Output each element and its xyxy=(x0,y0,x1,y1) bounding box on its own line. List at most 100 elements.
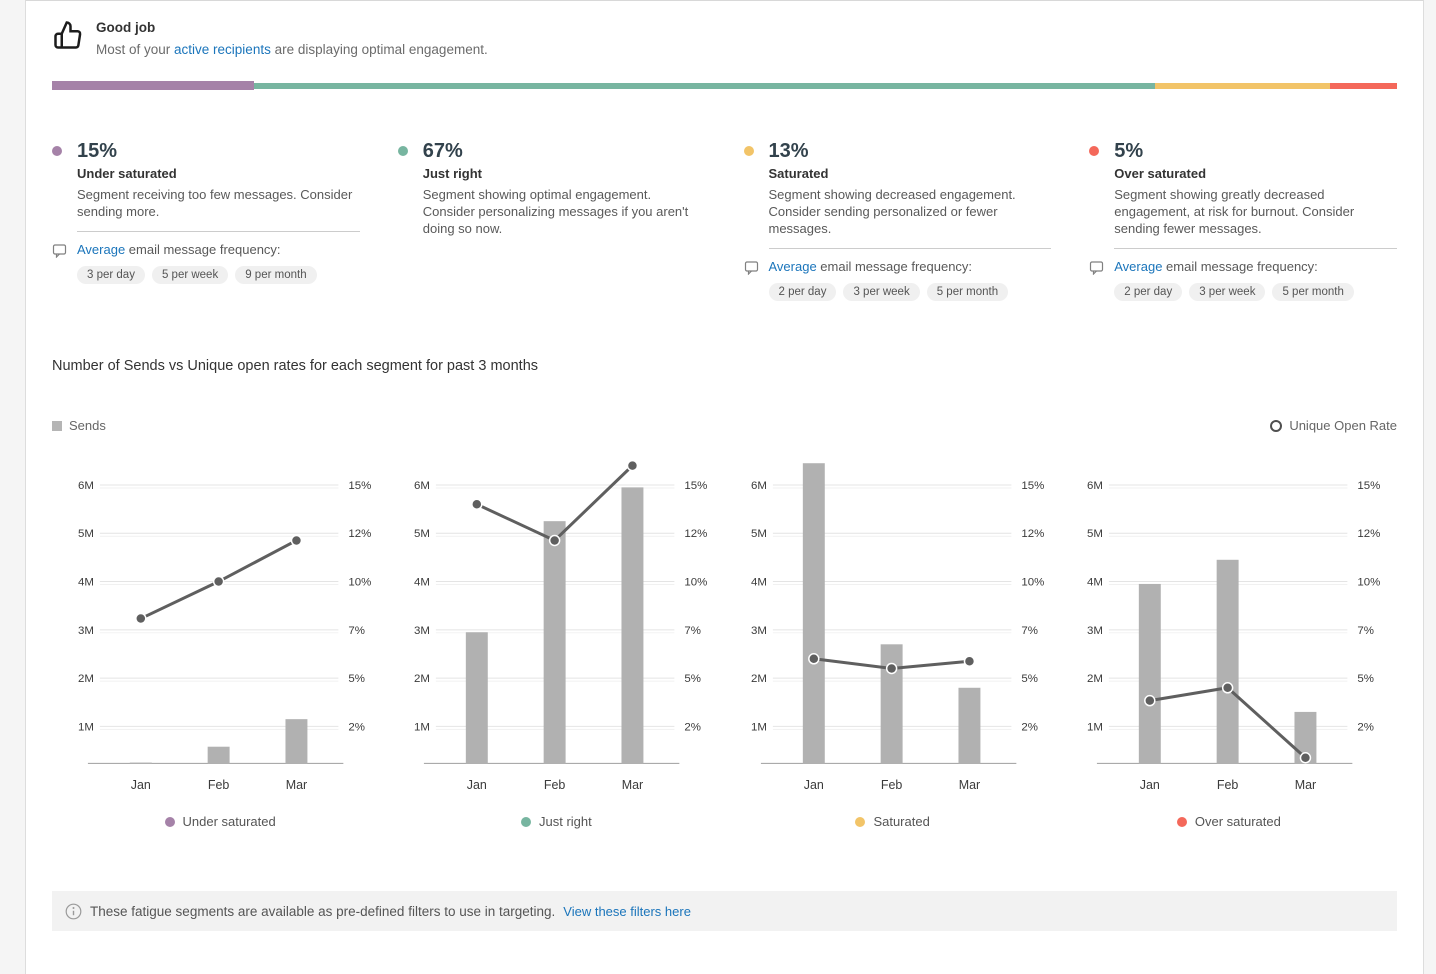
chart-caption: Under saturated xyxy=(52,814,388,829)
svg-text:5%: 5% xyxy=(1021,673,1038,685)
svg-text:12%: 12% xyxy=(685,528,708,540)
svg-text:6M: 6M xyxy=(414,480,430,492)
view-filters-link[interactable]: View these filters here xyxy=(563,903,691,919)
open-rate-legend-label: Unique Open Rate xyxy=(1289,418,1397,433)
chart-canvas[interactable]: 6M 5M 4M 3M 2M 1M 15% 12% 10% 7% 5% 2% Jan Feb Mar xyxy=(388,459,724,808)
info-circle-icon xyxy=(65,903,82,920)
frequency-pill: 5 per month xyxy=(926,283,1009,301)
chart-under-saturated: 6M 5M 4M 3M 2M 1M 15% 12% 10% 7% 5% 2% Jan Feb Mar Und… xyxy=(52,461,388,829)
page-subtitle: Most of your active recipients are displ… xyxy=(96,42,488,57)
segment-cards: 15% Under saturated Segment receiving to… xyxy=(52,140,1397,302)
svg-text:10%: 10% xyxy=(1357,577,1380,589)
segment-title: Just right xyxy=(422,166,482,181)
svg-text:1M: 1M xyxy=(78,721,94,733)
frequency-pill: 3 per week xyxy=(1189,283,1266,301)
segment-dot xyxy=(52,146,62,156)
frequency-pills: 3 per day 5 per week 9 per month xyxy=(77,266,360,284)
frequency-pills: 2 per day 3 per week 5 per month xyxy=(1114,283,1397,301)
segment-card-under-saturated: 15% Under saturated Segment receiving to… xyxy=(52,140,360,302)
svg-text:Mar: Mar xyxy=(1294,778,1315,792)
svg-text:5%: 5% xyxy=(1357,673,1374,685)
svg-text:6M: 6M xyxy=(78,480,94,492)
svg-text:5M: 5M xyxy=(78,528,94,540)
segment-percent: 15% xyxy=(77,140,118,162)
caption-label: Under saturated xyxy=(182,814,276,830)
segment-percent: 67% xyxy=(422,140,463,162)
frequency-pill: 9 per month xyxy=(235,266,317,284)
average-link[interactable]: Average xyxy=(77,242,126,257)
svg-text:2%: 2% xyxy=(685,721,702,733)
svg-text:Feb: Feb xyxy=(208,778,230,792)
svg-text:Mar: Mar xyxy=(286,778,307,792)
svg-text:Feb: Feb xyxy=(880,778,902,792)
donut-marker-icon xyxy=(1270,419,1283,432)
subtitle-text: Most of your xyxy=(96,42,175,57)
frequency-pill: 5 per week xyxy=(151,266,229,284)
square-swatch-icon xyxy=(52,420,62,431)
svg-text:2M: 2M xyxy=(414,673,430,685)
svg-text:2%: 2% xyxy=(1357,721,1374,733)
svg-text:2M: 2M xyxy=(78,673,94,685)
caption-label: Just right xyxy=(539,814,592,830)
header: Good job Most of your active recipients … xyxy=(52,1,1397,57)
svg-text:1M: 1M xyxy=(1087,721,1103,733)
chart-just-right: 6M 5M 4M 3M 2M 1M 15% 12% 10% 7% 5% 2% Jan Feb Mar Jus… xyxy=(388,459,724,830)
chart-saturated: 6M 5M 4M 3M 2M 1M 15% 12% 10% 7% 5% 2% Jan Feb Mar Sat… xyxy=(725,461,1061,829)
dashboard-panel: Good job Most of your active recipients … xyxy=(25,0,1424,974)
distribution-bar xyxy=(52,81,1397,90)
segment-title: Over saturated xyxy=(1114,166,1207,181)
frequency-row: Average email message frequency: xyxy=(744,259,1052,276)
svg-text:5M: 5M xyxy=(1087,528,1103,540)
average-link[interactable]: Average xyxy=(1114,259,1163,274)
svg-text:Jan: Jan xyxy=(131,778,151,792)
frequency-label: email message frequency: xyxy=(125,242,281,257)
svg-text:5%: 5% xyxy=(348,673,365,685)
sends-legend-label: Sends xyxy=(69,418,106,433)
caption-dot xyxy=(521,816,531,827)
distribution-segment xyxy=(1329,82,1397,89)
frequency-pill: 3 per week xyxy=(843,283,920,301)
segment-dot xyxy=(1089,146,1100,156)
svg-text:3M: 3M xyxy=(1087,625,1103,637)
svg-text:2M: 2M xyxy=(750,673,766,685)
svg-text:15%: 15% xyxy=(1357,480,1380,492)
svg-text:10%: 10% xyxy=(1021,577,1044,589)
svg-text:4M: 4M xyxy=(78,577,94,589)
svg-text:4M: 4M xyxy=(414,577,430,589)
svg-text:Feb: Feb xyxy=(1217,778,1239,792)
segment-description: Segment showing greatly decreased engage… xyxy=(1114,186,1397,249)
chart-canvas[interactable]: 6M 5M 4M 3M 2M 1M 15% 12% 10% 7% 5% 2% Jan Feb Mar xyxy=(725,461,1061,808)
segment-title: Saturated xyxy=(768,166,829,181)
chart-canvas[interactable]: 6M 5M 4M 3M 2M 1M 15% 12% 10% 7% 5% 2% Jan Feb Mar xyxy=(1061,461,1397,808)
footer-bar: These fatigue segments are available as … xyxy=(52,891,1397,932)
segment-description: Segment showing optimal engagement. Cons… xyxy=(422,187,689,236)
svg-text:Jan: Jan xyxy=(467,778,487,792)
svg-text:7%: 7% xyxy=(1021,625,1038,637)
sends-legend: Sends xyxy=(52,418,106,433)
chart-section-title: Number of Sends vs Unique open rates for… xyxy=(52,358,539,374)
svg-text:10%: 10% xyxy=(348,577,371,589)
chart-legend-row: Sends Unique Open Rate xyxy=(52,418,1397,433)
frequency-pills: 2 per day 3 per week 5 per month xyxy=(768,283,1052,301)
svg-text:1M: 1M xyxy=(750,721,766,733)
segment-dot xyxy=(397,146,408,156)
segment-card-saturated: 13% Saturated Segment showing decreased … xyxy=(743,140,1052,302)
active-recipients-link[interactable]: active recipients xyxy=(174,42,271,57)
chart-caption: Saturated xyxy=(725,814,1061,829)
chart-over-saturated: 6M 5M 4M 3M 2M 1M 15% 12% 10% 7% 5% 2% Jan Feb Mar Ove… xyxy=(1061,461,1397,829)
svg-text:Jan: Jan xyxy=(803,778,823,792)
average-link[interactable]: Average xyxy=(768,259,817,274)
speech-bubble-icon xyxy=(52,243,67,261)
svg-text:Mar: Mar xyxy=(622,778,643,792)
subtitle-text: are displaying optimal engagement. xyxy=(270,42,488,57)
svg-text:12%: 12% xyxy=(348,528,371,540)
frequency-row: Average email message frequency: xyxy=(52,242,360,259)
segment-dot xyxy=(743,146,754,156)
thumbs-up-icon xyxy=(52,18,84,50)
frequency-pill: 3 per day xyxy=(77,266,145,284)
segment-percent: 5% xyxy=(1114,140,1144,162)
svg-text:3M: 3M xyxy=(78,625,94,637)
open-rate-legend: Unique Open Rate xyxy=(1270,418,1397,433)
chart-canvas[interactable]: 6M 5M 4M 3M 2M 1M 15% 12% 10% 7% 5% 2% Jan Feb Mar xyxy=(52,461,388,808)
distribution-segment xyxy=(253,82,1155,89)
